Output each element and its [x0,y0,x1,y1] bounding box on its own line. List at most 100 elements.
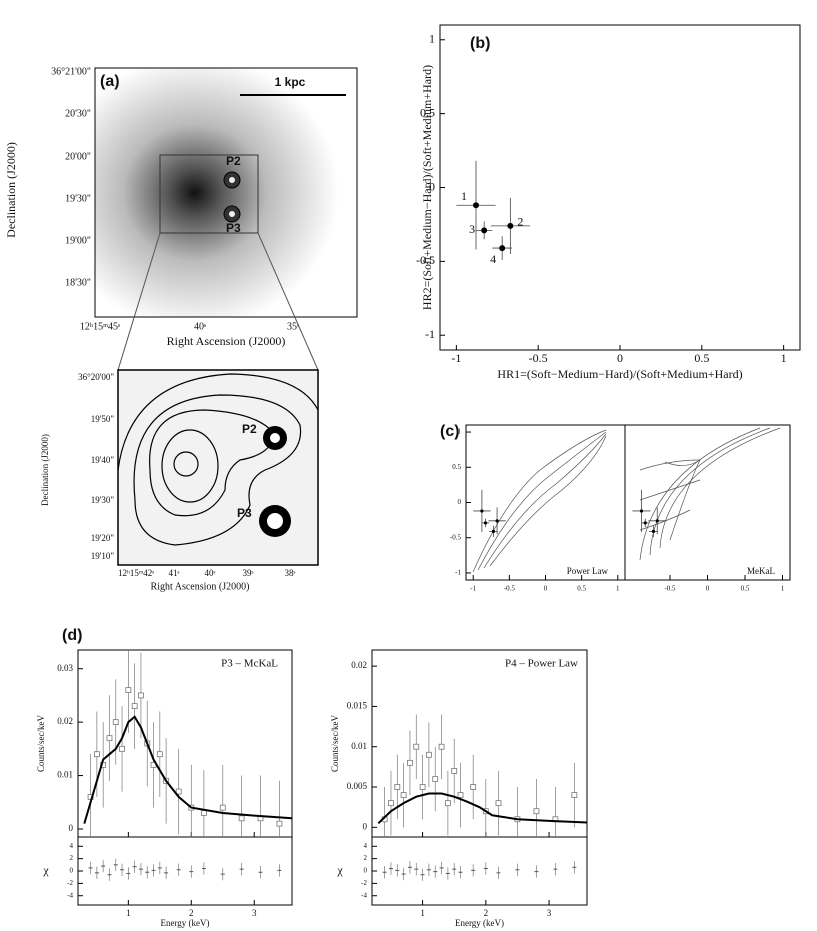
x-tick-label: 0 [544,585,548,593]
chart-title: MeKaL [747,566,775,576]
source-label: P3 [226,221,241,235]
y-tick-label: 0.01 [351,741,367,751]
data-point [388,800,394,807]
data-point [131,703,138,709]
y-tick-label: 36°20'00" [78,372,114,382]
point [481,227,488,234]
model-tracks [472,427,781,573]
zoom-line [257,232,319,371]
point-label: 1 [461,189,467,203]
x-tick-label: 12ʰ15ᵐ42ˢ [118,568,154,578]
x-tick-label: -1 [451,351,461,365]
data-point [112,719,119,726]
point-label: 2 [517,215,523,229]
y-tick-label: 1 [429,32,435,46]
data-point [276,820,283,827]
x-tick-label: 40ˢ [205,568,216,578]
plot-frame [624,424,791,581]
panel-label: (c) [440,423,460,440]
plot-frame [439,24,801,351]
y-tick-label: 36°21'00" [51,66,91,77]
point [507,222,514,229]
x-axis-label: Right Ascension (J2000) [167,334,286,348]
y-tick-label: 19'20" [91,533,115,543]
y-axis-label: Counts/sec/keV [36,715,46,772]
y-tick-label: 2 [70,854,74,862]
x-tick-label: 0.5 [694,351,709,365]
data-point [495,800,502,807]
y-tick-label: 0.015 [347,700,368,710]
source-core [229,177,235,183]
y-tick-label: -2 [361,879,367,887]
point [495,519,499,523]
point [499,245,506,252]
x-tick-label: 38ˢ [285,568,296,578]
x-tick-label: 40ˢ [194,321,206,332]
x-tick-label: 1 [781,351,787,365]
point [655,519,659,523]
y-tick-label: 19'30" [91,495,115,505]
y-tick-label: -0.5 [450,533,462,541]
x-tick-label: 1 [616,585,620,593]
panel-label: (d) [62,627,82,644]
contours [117,373,319,546]
chart-title: P3 – McKaL [221,658,278,670]
point [483,521,488,525]
x-tick-label: 1 [126,908,131,918]
data-point [138,692,144,699]
data-point [470,784,477,790]
y-tick-label: 1 [458,428,462,436]
y-tick-label: 0.02 [351,660,367,670]
y-tick-label: 19'00" [65,235,91,246]
y-tick-label: 0 [69,823,74,833]
x-tick-label: 1 [420,908,425,918]
x-tick-label: 2 [189,908,194,918]
data-point [119,745,125,752]
plot-frame [77,649,293,838]
x-axis-label: Right Ascension (J2000) [151,581,250,592]
y-axis-label: χ [42,863,49,877]
x-tick-label: 3 [547,908,552,918]
data-point [444,800,451,807]
y-tick-label: -4 [67,891,73,899]
x-tick-label: 3 [252,908,257,918]
data-point [400,792,407,798]
point [651,529,656,533]
x-tick-label: 12ʰ15ᵐ45ˢ [80,321,120,332]
data-point [238,815,245,822]
y-axis-label: HR2=(Soft+Medium−Hard)/(Soft+Medium+Hard… [420,65,434,310]
data-point [394,784,401,790]
y-tick-label: 0 [429,179,435,193]
data-point [419,784,426,790]
model-line [83,715,293,824]
data-point [200,810,207,816]
y-tick-label: 0 [458,498,462,506]
data-point [175,788,182,795]
data-point [571,792,578,798]
chart-title: Power Law [567,566,609,576]
source-core [267,513,283,529]
data-point [457,792,464,798]
scale-label: 1 kpc [275,75,306,89]
x-tick-label: 1 [781,585,785,593]
data-point [106,735,113,742]
x-tick-label: 35ˢ [287,321,299,332]
x-tick-label: 0 [617,351,623,365]
y-axis-label: Declination (J2000) [4,142,18,238]
data-point [125,687,132,693]
point [491,529,496,533]
y-tick-label: 0.03 [57,663,73,673]
data-point [407,759,413,766]
data-point [156,751,163,758]
panel-label: (b) [470,35,490,52]
x-tick-label: 39ˢ [243,568,254,578]
x-axis-label: Energy (keV) [455,918,504,928]
data-point [426,751,432,758]
plot-frame [77,836,293,906]
data-point [451,768,458,774]
point [473,202,479,209]
x-tick-label: -0.5 [504,585,516,593]
y-tick-label: 19'50" [91,414,115,424]
y-tick-label: 0.02 [57,716,73,726]
